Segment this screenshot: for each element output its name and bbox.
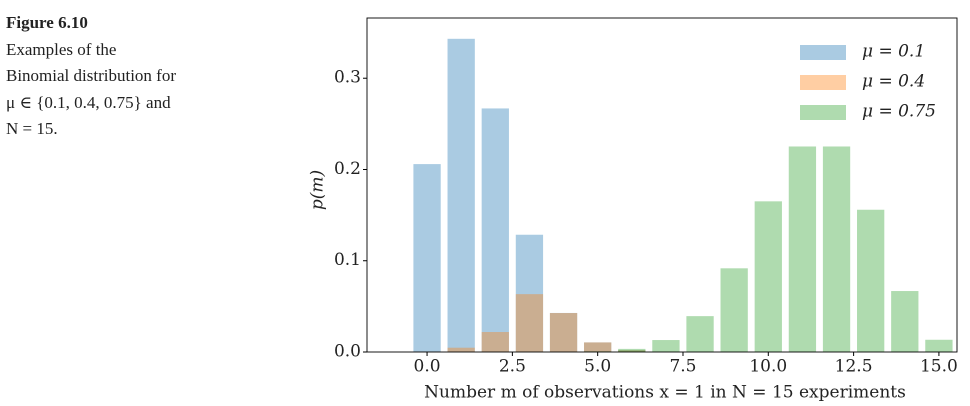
y-tick-label: 0.2 [334,159,361,179]
bar [652,340,680,352]
caption-label: Figure 6.10 [6,13,88,32]
bar [549,312,578,352]
legend-swatch [800,45,846,60]
legend-swatch [800,75,846,90]
bar [515,234,544,352]
bar [549,313,578,352]
y-axis-label: p(m) [308,170,328,210]
bar [618,348,646,352]
bar [720,268,748,352]
caption: Figure 6.10 Examples of the Binomial dis… [6,10,176,143]
y-tick-label: 0.0 [334,342,361,362]
bar [891,291,919,352]
bar [686,316,714,352]
legend-label: μ = 0.4 [862,72,925,92]
caption-text: Examples of the Binomial distribution fo… [6,39,176,139]
bar [754,201,782,352]
legend-label: μ = 0.1 [862,42,925,62]
axes-frame [366,17,958,353]
bar [788,146,817,352]
bar [857,209,885,352]
bar [584,342,612,352]
bar [925,339,953,352]
x-axis-label: Number m of observations x = 1 in N = 15… [424,383,906,403]
x-tick-label: 0.0 [414,357,441,377]
x-tick-label: 15.0 [920,357,958,377]
y-tick-label: 0.1 [334,250,361,270]
bar [584,342,612,352]
bar [618,350,646,352]
x-tick-label: 7.5 [669,357,696,377]
bar [822,146,851,352]
y-tick-label: 0.3 [334,68,361,88]
x-tick-label: 10.0 [749,357,787,377]
bar [481,332,509,352]
x-tick-label: 2.5 [499,357,526,377]
bar [413,164,441,352]
x-tick-label: 12.5 [835,357,873,377]
bar [447,347,475,352]
bar [515,294,544,352]
legend-label: μ = 0.75 [862,102,936,122]
bar [481,108,509,352]
x-tick-label: 5.0 [584,357,611,377]
legend-swatch [800,105,846,120]
bar [447,38,475,353]
bar [618,350,646,352]
